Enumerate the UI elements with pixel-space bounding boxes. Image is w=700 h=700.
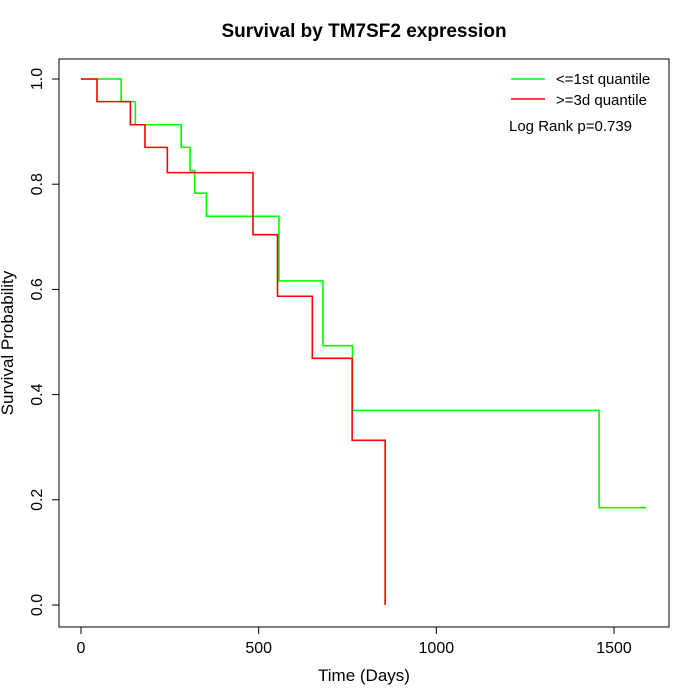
x-tick-label: 500 [245, 640, 272, 657]
series-line-1 [81, 78, 386, 605]
y-tick-label: 1.0 [29, 68, 46, 90]
x-tick-label: 1000 [419, 640, 455, 657]
plot-frame [58, 58, 670, 628]
y-axis-label: Survival Probability [0, 270, 17, 415]
chart-title: Survival by TM7SF2 expression [221, 21, 506, 42]
x-axis: 0 500 1000 1500 [77, 626, 632, 657]
y-tick-label: 0.0 [29, 594, 46, 616]
legend-label-low-quantile: <=1st quantile [556, 71, 650, 88]
series-line-0 [81, 78, 646, 509]
legend: <=1st quantile >=3d quantile [511, 71, 650, 109]
y-tick-label: 0.2 [29, 489, 46, 511]
y-tick-label: 0.8 [29, 173, 46, 195]
x-tick-label: 1500 [596, 640, 632, 657]
x-tick-label: 0 [77, 640, 86, 657]
legend-label-high-quantile: >=3d quantile [556, 92, 647, 109]
y-tick-label: 0.6 [29, 278, 46, 300]
series-layer [81, 78, 646, 605]
y-tick-label: 0.4 [29, 383, 46, 405]
log-rank-annotation: Log Rank p=0.739 [509, 118, 632, 135]
y-axis: 0.0 0.2 0.4 0.6 0.8 1.0 [29, 68, 60, 616]
x-axis-label: Time (Days) [318, 666, 410, 685]
